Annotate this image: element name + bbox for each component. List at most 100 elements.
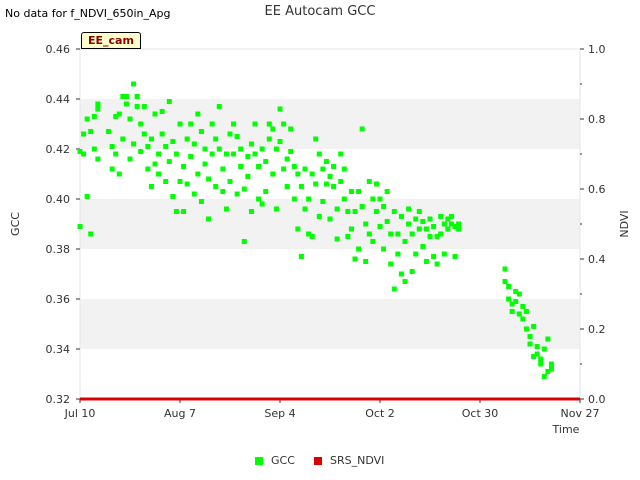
camera-badge: EE_cam <box>81 32 141 49</box>
gcc-point <box>113 151 119 157</box>
gcc-point <box>213 136 219 142</box>
gcc-point <box>181 209 187 214</box>
gcc-point <box>398 271 404 277</box>
x-tick-label: Oct 2 <box>365 407 395 420</box>
gcc-point <box>84 194 90 199</box>
grid-band <box>80 299 580 349</box>
gcc-point <box>302 166 308 172</box>
y-left-tick-label: 0.38 <box>46 243 71 256</box>
gcc-point <box>141 104 147 109</box>
gcc-point <box>241 239 247 244</box>
gcc-point <box>123 101 129 107</box>
gcc-point <box>338 151 344 157</box>
gcc-point <box>120 136 126 142</box>
gcc-point <box>298 254 304 259</box>
gcc-point <box>227 179 233 184</box>
gcc-point <box>506 284 512 289</box>
gcc-point <box>541 346 547 352</box>
gcc-point <box>538 356 544 362</box>
gcc-point <box>109 166 115 172</box>
gcc-point <box>131 81 137 87</box>
x-axis-label: Time <box>552 423 580 436</box>
gcc-point <box>313 136 319 142</box>
no-data-message: No data for f_NDVI_650in_Apg <box>5 7 171 20</box>
y-left-tick-label: 0.44 <box>46 93 71 106</box>
gcc-point <box>138 149 144 154</box>
gcc-point <box>163 179 169 184</box>
gcc-point <box>263 189 269 194</box>
gcc-point <box>170 194 176 199</box>
legend-swatch-srs-ndvi <box>314 457 322 465</box>
gcc-point <box>223 151 229 157</box>
gcc-point <box>259 201 265 207</box>
gcc-point <box>409 269 415 274</box>
gcc-point <box>323 159 329 164</box>
gcc-point <box>416 226 422 232</box>
gcc-point <box>356 246 362 252</box>
gcc-point <box>152 111 158 117</box>
gcc-point <box>438 231 444 237</box>
gcc-point <box>398 214 404 219</box>
gcc-point <box>266 136 272 142</box>
y-right-tick-label: 1.0 <box>588 43 606 56</box>
gcc-point <box>206 216 212 222</box>
gcc-point <box>284 156 290 162</box>
y-left-tick-label: 0.34 <box>46 343 71 356</box>
gcc-point <box>273 146 279 152</box>
gcc-point <box>366 231 372 237</box>
gcc-point <box>348 226 354 232</box>
legend-item-gcc: GCC <box>255 454 295 467</box>
y-right-tick-label: 0.4 <box>588 253 606 266</box>
gcc-point <box>277 106 283 112</box>
gcc-point <box>113 114 119 119</box>
gcc-point <box>177 121 183 127</box>
gcc-point <box>531 354 537 359</box>
gcc-point <box>88 231 94 237</box>
gcc-point <box>431 254 437 259</box>
gcc-point <box>145 166 151 172</box>
gcc-point <box>384 189 390 194</box>
gcc-point <box>295 171 301 177</box>
gcc-point <box>148 184 154 189</box>
gcc-point <box>431 224 437 229</box>
gcc-point <box>198 129 204 134</box>
gcc-point <box>152 161 158 167</box>
gcc-point <box>402 239 408 244</box>
gcc-point <box>531 324 537 329</box>
gcc-point <box>306 196 312 202</box>
y-right-tick-label: 0.6 <box>588 183 606 196</box>
gcc-point <box>434 261 440 267</box>
y-left-tick-label: 0.40 <box>46 193 71 206</box>
gcc-point <box>184 181 190 187</box>
gcc-point <box>520 316 526 322</box>
gcc-point <box>288 126 294 132</box>
gcc-point <box>191 141 197 147</box>
gcc-point <box>516 311 522 317</box>
gcc-point <box>441 251 447 257</box>
gcc-point <box>234 134 240 139</box>
gcc-point <box>259 146 265 152</box>
gcc-point <box>456 226 462 232</box>
gcc-point <box>291 164 297 169</box>
gcc-point <box>288 149 294 154</box>
y-left-tick-label: 0.36 <box>46 293 71 306</box>
gcc-point <box>427 234 433 239</box>
gcc-point <box>309 234 315 239</box>
gcc-point <box>134 94 140 99</box>
x-tick-label: Oct 30 <box>462 407 499 420</box>
gcc-point <box>106 129 112 134</box>
gcc-point <box>445 226 451 232</box>
y-left-tick-label: 0.42 <box>46 143 71 156</box>
gcc-point <box>363 259 369 264</box>
gcc-point <box>309 171 315 177</box>
gcc-point <box>245 174 251 179</box>
gcc-point <box>298 184 304 189</box>
gcc-point <box>163 144 169 149</box>
gcc-point <box>123 94 129 99</box>
gcc-point <box>313 181 319 187</box>
gcc-point <box>252 151 258 157</box>
gcc-point <box>191 191 197 197</box>
gcc-point <box>134 104 140 109</box>
gcc-point <box>377 196 383 202</box>
gcc-point <box>413 251 419 257</box>
